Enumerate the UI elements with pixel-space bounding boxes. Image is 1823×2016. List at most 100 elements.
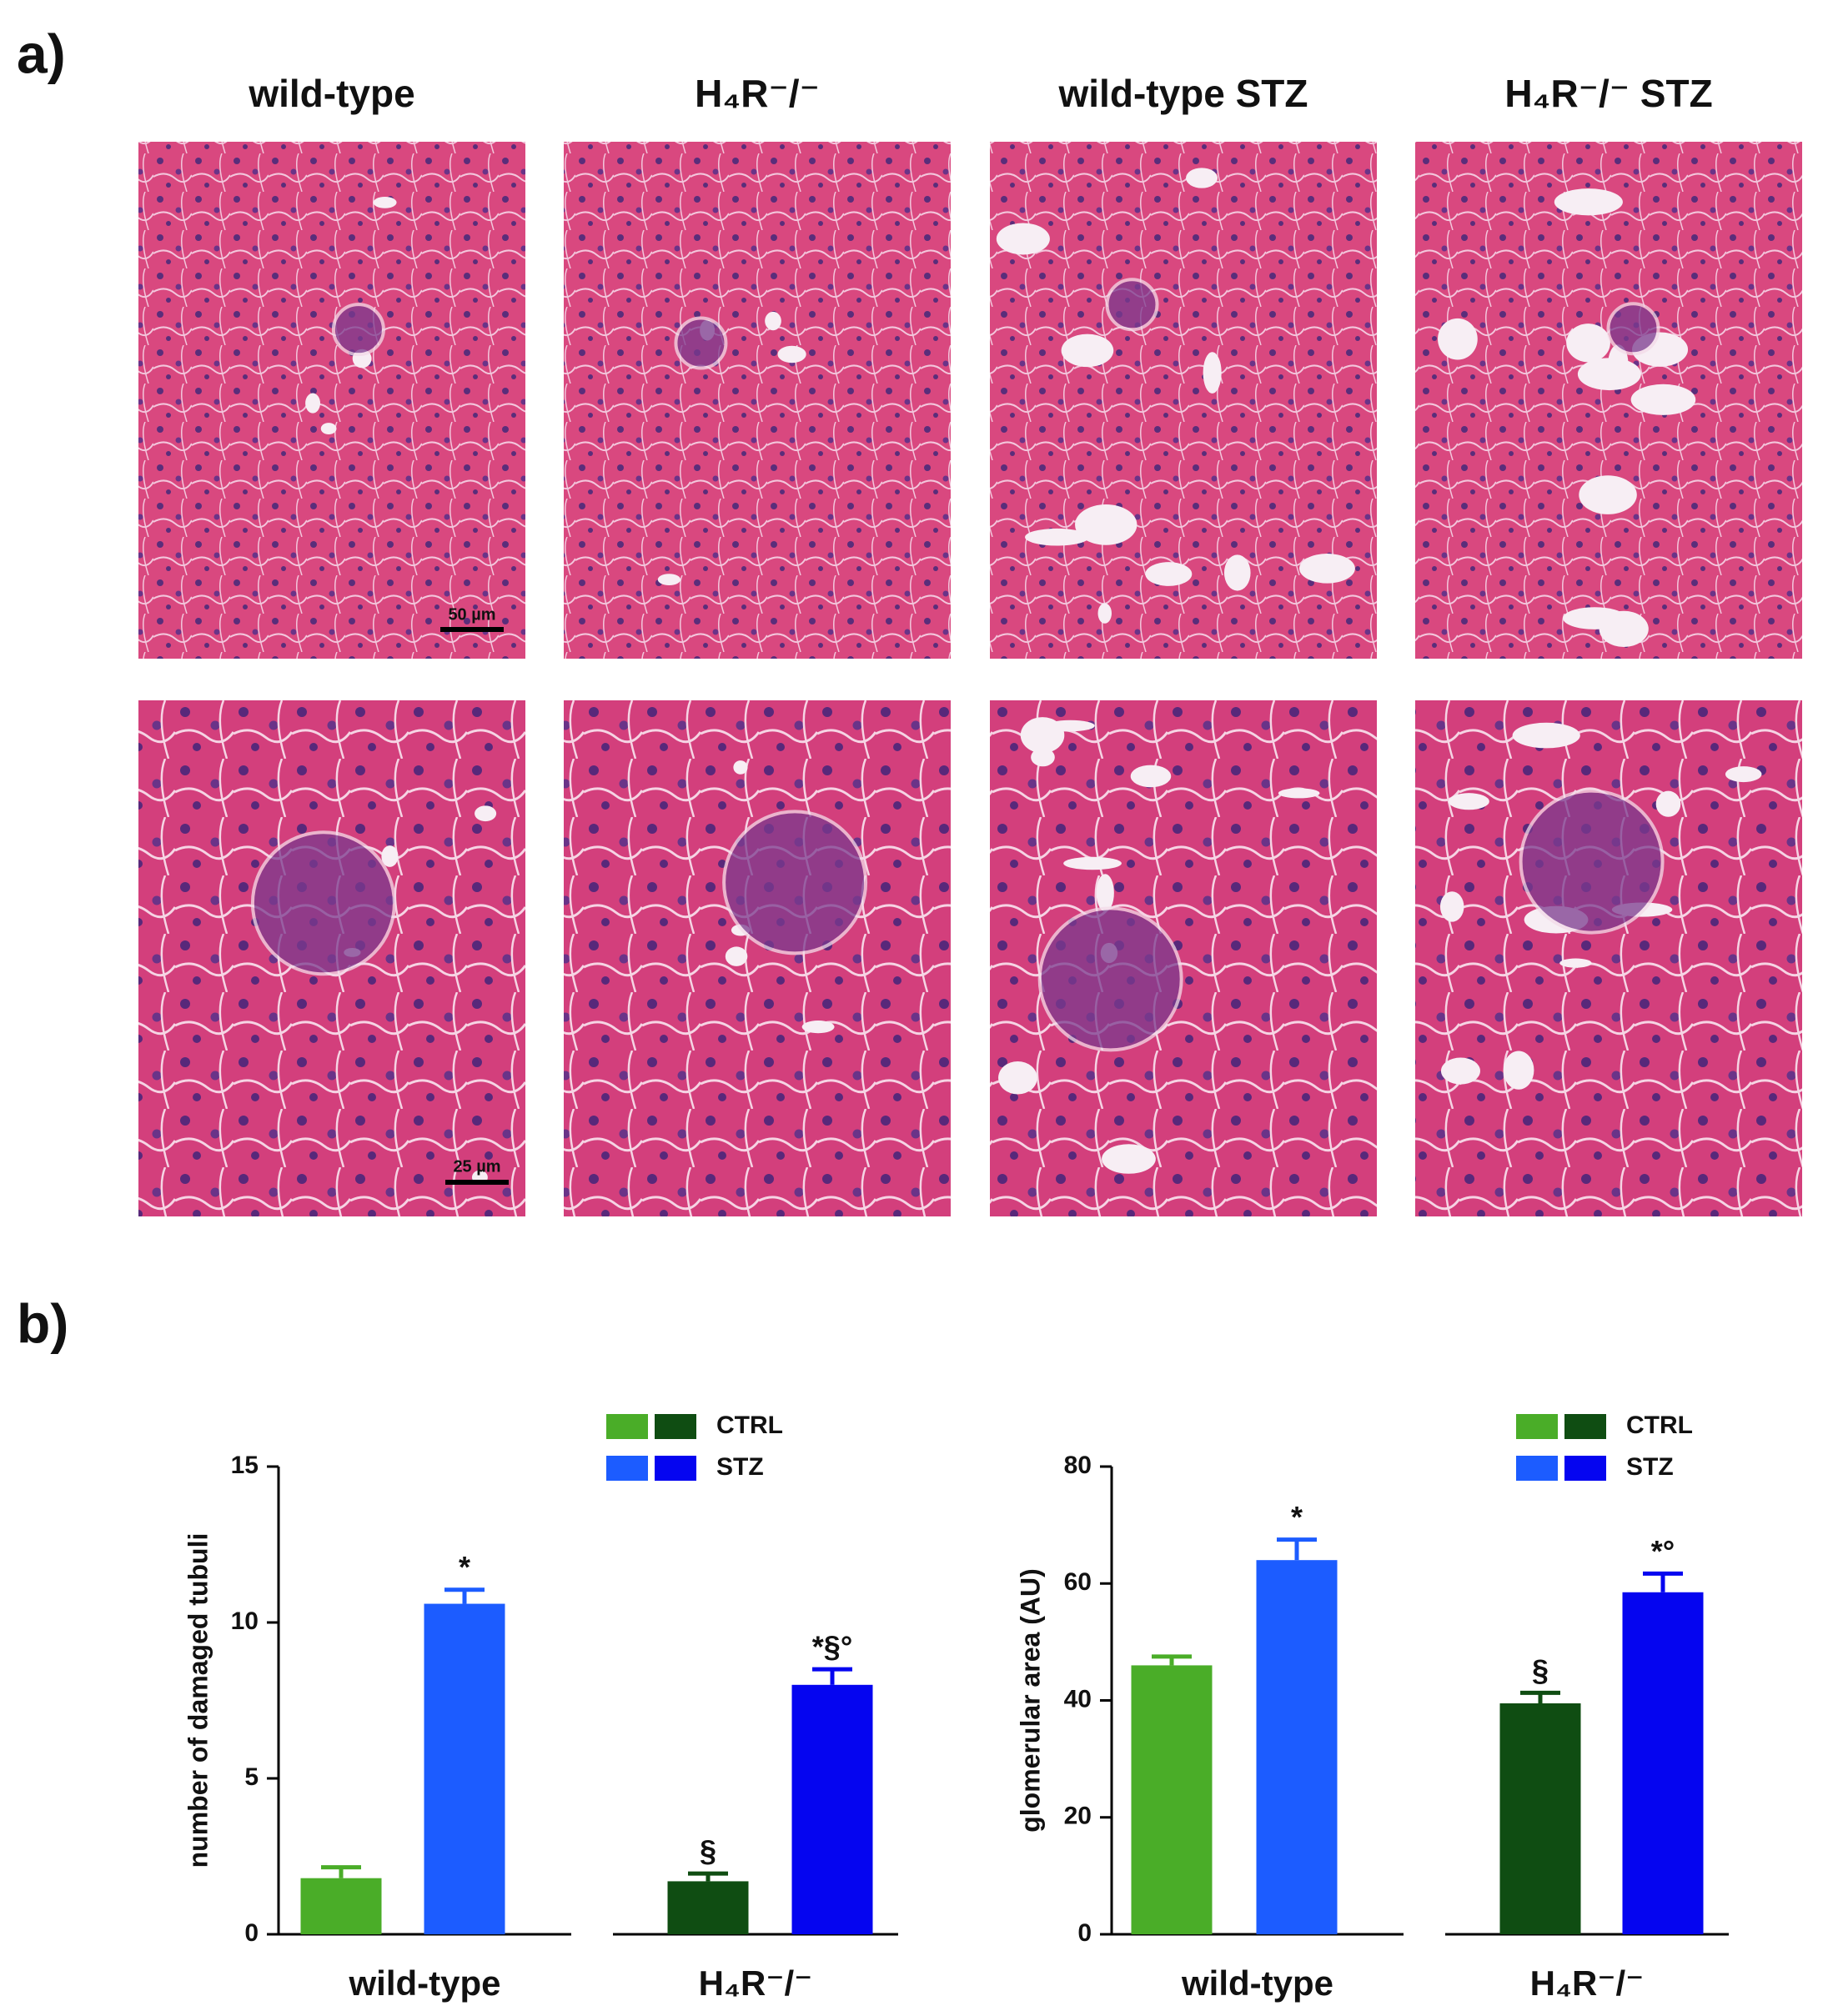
lumen — [1278, 788, 1320, 799]
lumen — [733, 760, 748, 775]
legend-swatch — [1564, 1456, 1606, 1481]
lumen — [1554, 188, 1623, 216]
bar — [1131, 1665, 1213, 1934]
lumen — [1186, 168, 1218, 188]
glomerulus — [1606, 302, 1660, 356]
histology-grid — [138, 142, 1802, 1216]
bar — [791, 1684, 873, 1934]
column-header: H₄R⁻/⁻ — [695, 72, 820, 115]
legend-swatch — [655, 1414, 696, 1439]
panel-label: b) — [17, 1292, 68, 1354]
lumen — [1130, 765, 1172, 788]
lumen — [1577, 358, 1641, 391]
significance-label: *§° — [812, 1630, 852, 1664]
column-header: wild-type STZ — [1058, 72, 1308, 115]
lumen — [1579, 475, 1637, 514]
bar — [424, 1603, 505, 1934]
y-tick-label: 20 — [1064, 1803, 1092, 1830]
lumen — [801, 1021, 835, 1034]
legend-swatch — [1564, 1414, 1606, 1439]
lumen — [1102, 1144, 1156, 1174]
legend-swatch — [655, 1456, 696, 1481]
glomerulus — [250, 830, 396, 976]
lumen — [1096, 874, 1114, 912]
significance-label: * — [1291, 1500, 1303, 1534]
y-axis-label: glomerular area (AU) — [1015, 1568, 1045, 1833]
lumen — [1223, 554, 1251, 591]
lumen — [1438, 318, 1478, 360]
bar — [1622, 1592, 1704, 1934]
lumen — [777, 345, 806, 364]
lumen — [1448, 793, 1489, 810]
significance-label: § — [1532, 1653, 1549, 1688]
lumen — [1440, 1057, 1480, 1085]
histology-image — [138, 142, 525, 659]
histology-image — [564, 700, 951, 1216]
column-header: H₄R⁻/⁻ STZ — [1504, 72, 1712, 115]
legend-swatch — [606, 1456, 648, 1481]
lumen — [381, 845, 399, 867]
y-axis-label: number of damaged tubuli — [183, 1533, 213, 1868]
y-tick-label: 5 — [244, 1763, 259, 1791]
lumen — [1061, 333, 1114, 368]
lumen — [1046, 720, 1095, 732]
lumen — [1145, 562, 1193, 586]
lumen — [1203, 352, 1222, 394]
y-tick-label: 0 — [244, 1919, 259, 1947]
legend-swatch — [606, 1414, 648, 1439]
y-tick-label: 0 — [1077, 1919, 1092, 1947]
bar — [300, 1878, 382, 1934]
y-tick-label: 80 — [1064, 1452, 1092, 1479]
lumen — [1063, 856, 1122, 870]
y-tick-label: 15 — [231, 1452, 259, 1479]
scale-bar-label: 25 µm — [453, 1157, 500, 1176]
lumen — [1031, 748, 1055, 767]
column-header: wild-type — [248, 72, 414, 115]
lumen — [1512, 722, 1580, 749]
significance-label: * — [459, 1550, 470, 1584]
lumen — [1503, 1051, 1534, 1090]
glomerulus — [331, 303, 385, 357]
glomerulus — [1037, 906, 1183, 1052]
lumen — [1630, 384, 1696, 415]
lumen — [1655, 790, 1681, 817]
group-label: wild-type — [348, 1963, 500, 2003]
lumen — [998, 1061, 1037, 1095]
scale-bar-label: 50 µm — [448, 605, 495, 624]
lumen — [320, 423, 337, 434]
y-tick-label: 40 — [1064, 1685, 1092, 1713]
lumen — [657, 574, 681, 585]
lumen — [1097, 603, 1112, 624]
histology-image — [1415, 700, 1802, 1216]
lumen — [765, 311, 781, 331]
glomerulus — [1105, 278, 1159, 332]
legend-label: STZ — [1626, 1453, 1674, 1481]
bar — [667, 1881, 749, 1934]
lumen — [1725, 766, 1762, 783]
y-tick-label: 60 — [1064, 1568, 1092, 1596]
legend-swatch — [1516, 1456, 1558, 1481]
lumen — [1566, 323, 1610, 363]
significance-label: *° — [1651, 1534, 1675, 1568]
lumen — [1299, 554, 1355, 584]
histology-image — [1415, 142, 1802, 659]
lumen — [1559, 958, 1592, 968]
group-label: wild-type — [1181, 1963, 1333, 2003]
histology-image — [564, 142, 951, 659]
panel-label: a) — [17, 23, 66, 84]
significance-label: § — [700, 1834, 716, 1868]
lumen — [305, 393, 320, 414]
lumen — [1439, 891, 1464, 922]
bar — [1256, 1560, 1338, 1934]
group-label: H₄R⁻/⁻ — [699, 1963, 813, 2003]
lumen — [475, 805, 497, 822]
lumen — [725, 946, 748, 966]
legend-label: CTRL — [1626, 1412, 1693, 1439]
glomerulus — [1519, 789, 1665, 935]
glomerulus — [722, 810, 868, 955]
lumen — [1025, 528, 1090, 546]
group-label: H₄R⁻/⁻ — [1530, 1963, 1645, 2003]
lumen — [996, 223, 1050, 255]
bar — [1499, 1703, 1581, 1934]
